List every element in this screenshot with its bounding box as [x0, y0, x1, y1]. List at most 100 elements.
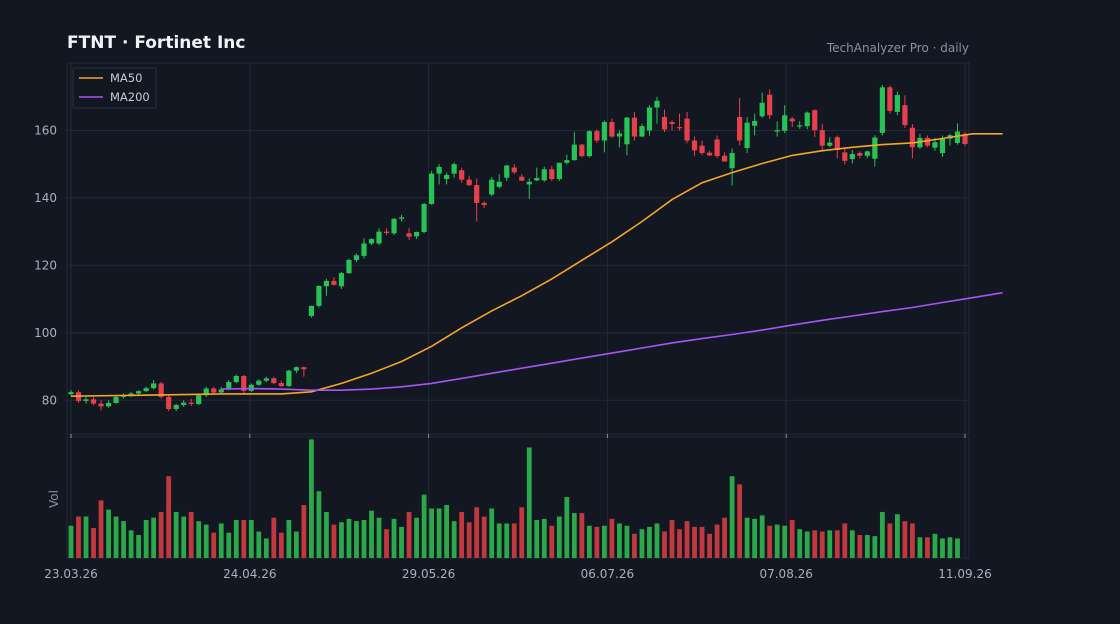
- volume-bar: [887, 523, 893, 558]
- price-panel-frame: [66, 62, 970, 435]
- volume-bar: [849, 530, 855, 558]
- volume-bar: [692, 526, 697, 558]
- candle-body: [962, 133, 968, 144]
- candle-body: [797, 125, 803, 127]
- volume-bar: [143, 519, 149, 558]
- volume-bar: [406, 511, 412, 558]
- volume-bar: [309, 439, 314, 558]
- volume-bar: [879, 511, 885, 558]
- volume-bar: [226, 532, 232, 558]
- candle-body: [624, 117, 630, 145]
- candle-body: [128, 393, 134, 395]
- candle-body: [308, 305, 315, 316]
- volume-bar: [256, 531, 262, 558]
- volume-bar: [601, 525, 607, 558]
- candle-body: [444, 174, 450, 180]
- volume-bar: [917, 537, 923, 558]
- y-tick-label: 120: [34, 258, 57, 272]
- volume-bar: [158, 511, 164, 558]
- volume-bar: [556, 516, 562, 558]
- candle-body: [113, 396, 119, 403]
- candle-body: [143, 388, 149, 392]
- candle-body: [203, 388, 209, 396]
- x-tick-label: 29.05.26: [402, 567, 455, 581]
- candle-body: [511, 167, 517, 173]
- volume-bar: [902, 521, 908, 558]
- moving-averages: [70, 133, 1003, 397]
- candle-body: [481, 202, 487, 205]
- volume-bar: [940, 538, 945, 558]
- volume-bar: [384, 529, 389, 558]
- volume-bar: [369, 510, 374, 558]
- candle-body: [549, 169, 555, 180]
- candle-body: [263, 378, 269, 381]
- candle-body: [706, 152, 713, 156]
- candle-body: [353, 255, 360, 260]
- candle-body: [331, 280, 337, 285]
- volume-bar: [271, 517, 277, 558]
- volume-bar: [677, 529, 682, 558]
- x-tick-label: 11.09.26: [938, 567, 991, 581]
- candle-body: [812, 110, 818, 131]
- volume-bar: [564, 496, 570, 558]
- candle-body: [827, 142, 833, 146]
- candle-body: [744, 122, 750, 148]
- candle-body: [338, 273, 345, 287]
- candle-body: [842, 152, 848, 161]
- volume-bar: [481, 516, 487, 558]
- legend: MA50 MA200: [72, 67, 157, 109]
- legend-label-ma50: MA50: [110, 71, 142, 85]
- candle-body: [684, 118, 690, 141]
- candle-body: [188, 402, 194, 404]
- candle-body: [391, 218, 397, 234]
- candle-body: [474, 185, 480, 203]
- volume-bar: [797, 529, 803, 558]
- volume-bar: [519, 507, 525, 558]
- volume-bar: [857, 534, 863, 558]
- volume-bar: [391, 518, 397, 558]
- candle-body: [924, 137, 931, 146]
- candle-body: [767, 94, 773, 116]
- volume-bar: [286, 519, 292, 558]
- volume-bar: [842, 523, 848, 558]
- candle-body: [737, 116, 743, 141]
- candle-body: [398, 217, 405, 219]
- volume-bar: [301, 505, 307, 558]
- volume-bar: [647, 526, 652, 558]
- volume-bar: [233, 519, 239, 558]
- volume-bar: [624, 525, 630, 558]
- volume-bar: [444, 505, 450, 558]
- ma200-line: [221, 291, 1003, 391]
- candle-body: [151, 383, 157, 389]
- grid-layer: [67, 63, 969, 558]
- volume-bar: [872, 536, 878, 558]
- volume-bar: [744, 517, 750, 558]
- volume-bars: [68, 439, 960, 558]
- volume-bar: [466, 522, 472, 558]
- candle-body: [218, 389, 224, 393]
- candle-body: [271, 378, 277, 384]
- volume-bar: [414, 517, 419, 558]
- candle-body: [586, 131, 592, 157]
- candle-body: [714, 139, 720, 157]
- volume-bar: [504, 523, 510, 558]
- volume-bar: [864, 534, 870, 558]
- volume-bar: [534, 519, 540, 558]
- candle-body: [173, 404, 179, 410]
- chart-title: FTNT · Fortinet Inc: [67, 33, 245, 53]
- candle-body: [849, 154, 855, 160]
- volume-bar: [925, 537, 930, 558]
- candle-body: [241, 375, 247, 391]
- candle-body: [519, 176, 525, 181]
- candle-body: [669, 122, 675, 125]
- volume-bar: [331, 524, 337, 558]
- candle-body: [752, 121, 758, 126]
- candle-body: [864, 151, 870, 156]
- volume-bar: [121, 521, 126, 558]
- candle-body: [954, 131, 961, 143]
- candle-body: [496, 181, 502, 187]
- candle-body: [459, 170, 465, 180]
- candle-body: [939, 138, 946, 154]
- volume-bar: [594, 526, 600, 558]
